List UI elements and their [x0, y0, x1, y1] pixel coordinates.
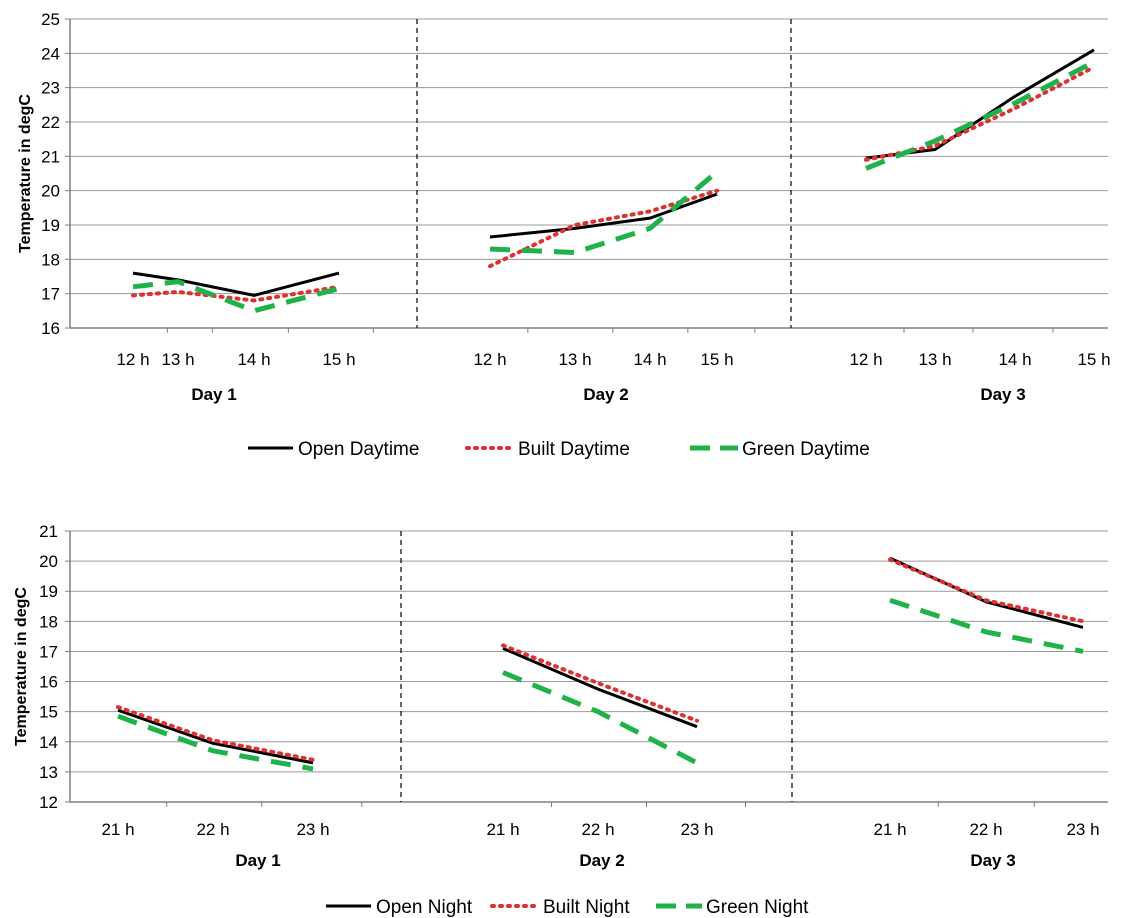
x-tick-label: 13 h [558, 350, 591, 369]
day-label: Day 1 [235, 851, 280, 870]
y-tick-label: 17 [39, 642, 58, 661]
series-line-green-daytime [489, 169, 719, 255]
day-label: Day 3 [970, 851, 1015, 870]
legend-label: Built Night [543, 897, 630, 918]
x-tick-label: 22 h [196, 820, 229, 839]
x-tick-label: 15 h [1077, 350, 1110, 369]
x-tick-label: 23 h [1066, 820, 1099, 839]
legend-label: Built Daytime [518, 439, 630, 460]
series-line-open-daytime [489, 192, 718, 239]
series-line-open-night [889, 556, 1084, 629]
series-line-built-daytime [864, 65, 1096, 162]
x-tick-label: 12 h [473, 350, 506, 369]
y-tick-label: 18 [41, 250, 60, 269]
x-tick-label: 12 h [849, 350, 882, 369]
legend-label: Green Night [706, 897, 809, 918]
y-tick-label: 16 [41, 319, 60, 338]
series-line-green-daytime [132, 279, 340, 314]
y-tick-label: 19 [39, 582, 58, 601]
x-tick-label: 23 h [296, 820, 329, 839]
y-tick-label: 15 [39, 703, 58, 722]
x-tick-label: 15 h [322, 350, 355, 369]
x-tick-label: 12 h [116, 350, 149, 369]
series-line-built-night [888, 557, 1085, 624]
series-line-open-daytime [132, 271, 340, 297]
y-tick-label: 20 [39, 552, 58, 571]
series-line-open-night [502, 647, 698, 729]
series-line-built-daytime [131, 284, 341, 303]
x-tick-label: 14 h [998, 350, 1031, 369]
y-tick-label: 20 [41, 182, 60, 201]
legend-label: Open Daytime [298, 439, 419, 460]
x-tick-label: 22 h [969, 820, 1002, 839]
x-tick-label: 21 h [873, 820, 906, 839]
day-label: Day 3 [980, 385, 1025, 404]
series-line-green-night [502, 670, 699, 766]
y-axis-label: Temperature in degC [13, 587, 30, 746]
x-tick-label: 21 h [486, 820, 519, 839]
legend-label: Open Night [376, 897, 473, 918]
y-tick-label: 24 [41, 44, 60, 63]
series-line-green-night [889, 597, 1084, 654]
series-line-built-night [501, 643, 699, 723]
y-tick-label: 22 [41, 113, 60, 132]
x-tick-label: 15 h [700, 350, 733, 369]
y-tick-label: 21 [39, 522, 58, 541]
series-line-open-daytime [865, 48, 1095, 160]
y-tick-label: 12 [39, 793, 58, 812]
series-line-built-night [116, 705, 315, 762]
series-line-green-daytime [865, 59, 1096, 171]
x-tick-label: 21 h [101, 820, 134, 839]
x-tick-label: 13 h [161, 350, 194, 369]
x-tick-label: 23 h [680, 820, 713, 839]
y-tick-label: 19 [41, 216, 60, 235]
y-tick-label: 17 [41, 285, 60, 304]
y-tick-label: 21 [41, 147, 60, 166]
series-line-green-night [117, 713, 314, 772]
y-tick-label: 13 [39, 763, 58, 782]
y-tick-label: 23 [41, 79, 60, 98]
day-label: Day 2 [583, 385, 628, 404]
day-label: Day 2 [579, 851, 624, 870]
day-label: Day 1 [191, 385, 236, 404]
y-tick-label: 16 [39, 673, 58, 692]
series-line-built-daytime [488, 188, 719, 269]
y-tick-label: 14 [39, 733, 58, 752]
y-tick-label: 25 [41, 10, 60, 29]
y-tick-label: 18 [39, 612, 58, 631]
x-tick-label: 22 h [581, 820, 614, 839]
y-axis-label: Temperature in degC [17, 94, 34, 253]
x-tick-label: 14 h [237, 350, 270, 369]
series-line-open-night [117, 708, 314, 765]
x-tick-label: 14 h [633, 350, 666, 369]
legend-label: Green Daytime [742, 439, 870, 460]
x-tick-label: 13 h [918, 350, 951, 369]
